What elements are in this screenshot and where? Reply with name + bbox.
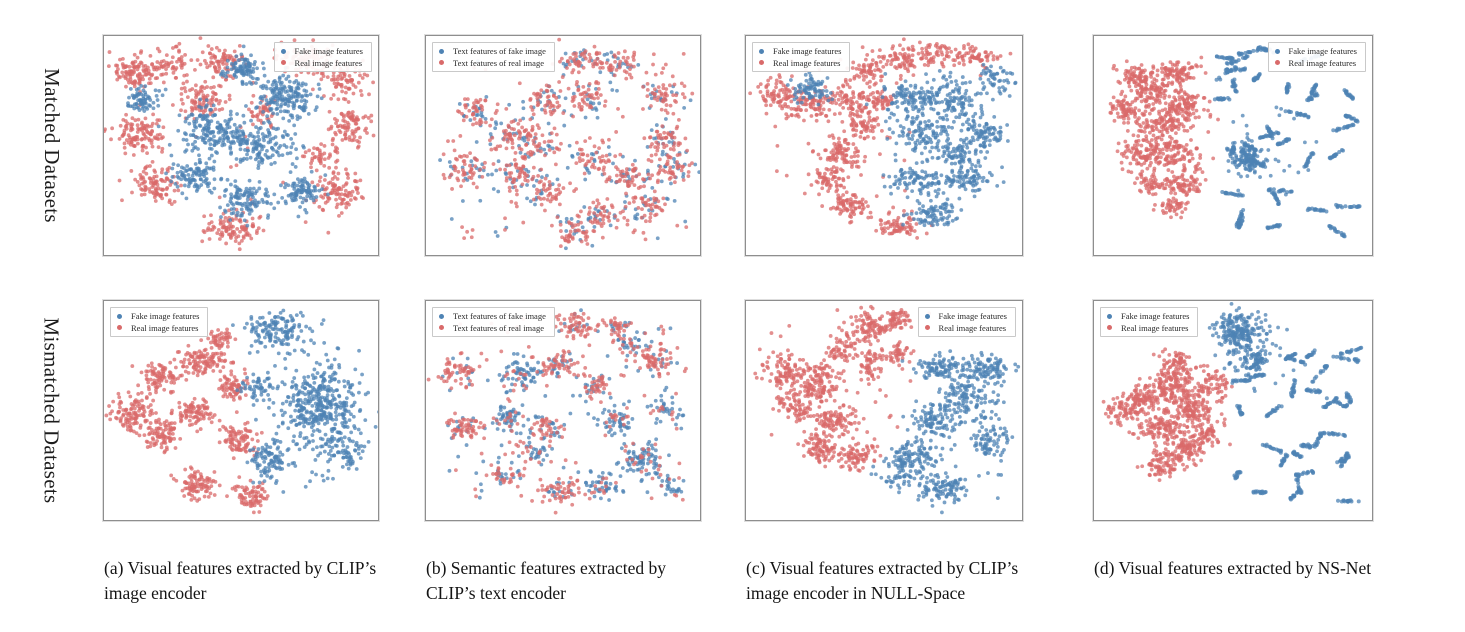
legend-entry-fake: Fake image features [1274,46,1357,56]
legend-label: Text features of fake image [453,46,546,56]
real-marker-icon [1107,325,1112,331]
caption-a: (a) Visual features extracted by CLIP’s … [104,558,377,603]
plot-legend: Fake image features Real image features [110,307,209,337]
fake-marker-icon [280,48,286,54]
real-marker-icon [280,60,286,66]
caption-c: (c) Visual features extracted by CLIP’s … [746,558,1019,603]
real-marker-icon [439,325,444,331]
legend-entry-real: Real image features [117,322,199,333]
legend-label: Text features of real image [453,57,544,68]
fake-marker-icon [759,48,764,54]
legend-entry-real: Real image features [1274,57,1357,68]
legend-entry-real: Real image features [280,57,363,68]
legend-label: Fake image features [1288,46,1357,56]
fake-marker-icon [117,313,122,319]
scatter-panel-mismatched-c: Fake image features Real image features [745,300,1023,521]
row-label-mismatched-datasets: Mismatched Datasets [28,300,74,521]
row-label-text: Mismatched Datasets [39,317,64,504]
scatter-panel-mismatched-b: Text features of fake image Text feature… [425,300,701,521]
fake-marker-icon [1274,48,1280,54]
fake-marker-icon [924,313,930,319]
legend-entry-fake: Fake image features [924,311,1007,321]
scatter-panel-matched-b: Text features of fake image Text feature… [425,35,701,256]
scatter-panel-mismatched-a: Fake image features Real image features [103,300,379,521]
scatter-canvas [104,36,378,255]
scatter-panel-matched-c: Fake image features Real image features [745,35,1023,256]
fake-marker-icon [1107,313,1112,319]
scatter-panel-matched-d: Fake image features Real image features [1093,35,1373,256]
legend-label: Text features of fake image [453,311,546,321]
legend-entry-fake: Text features of fake image [439,47,546,56]
real-marker-icon [924,325,930,331]
real-marker-icon [759,60,764,66]
scatter-canvas [746,36,1022,255]
fake-marker-icon [439,48,444,54]
legend-entry-real: Real image features [1107,322,1189,333]
plot-legend: Text features of fake image Text feature… [432,42,555,72]
legend-label: Real image features [773,57,841,68]
legend-label: Fake image features [1121,311,1190,321]
scatter-panel-matched-a: Fake image features Real image features [103,35,379,256]
legend-entry-fake: Fake image features [1107,312,1189,321]
plot-legend: Text features of fake image Text feature… [432,307,555,337]
plot-legend: Fake image features Real image features [273,42,372,72]
legend-label: Text features of real image [453,322,544,333]
legend-label: Real image features [294,57,363,68]
legend-label: Real image features [131,322,199,333]
real-marker-icon [117,325,122,331]
legend-entry-real: Real image features [924,322,1007,333]
legend-entry-real: Text features of real image [439,57,546,68]
caption-d: (d) Visual features extracted by NS-Net [1094,558,1372,578]
row-label-matched-datasets: Matched Datasets [28,35,74,256]
scatter-canvas [1094,36,1372,255]
scatter-canvas [426,36,700,255]
legend-entry-fake: Fake image features [759,47,841,56]
real-marker-icon [1274,60,1280,66]
scatter-panel-mismatched-d: Fake image features Real image features [1093,300,1373,521]
legend-entry-fake: Fake image features [117,312,199,321]
plot-legend: Fake image features Real image features [1100,307,1199,337]
legend-label: Real image features [1121,322,1189,333]
real-marker-icon [439,60,444,66]
scatter-canvas [746,301,1022,520]
legend-label: Fake image features [131,311,200,321]
legend-label: Real image features [1288,57,1357,68]
legend-label: Real image features [938,322,1007,333]
plot-legend: Fake image features Real image features [1267,42,1366,72]
row-label-text: Matched Datasets [39,68,64,223]
legend-label: Fake image features [773,46,842,56]
legend-entry-fake: Fake image features [280,46,363,56]
plot-legend: Fake image features Real image features [752,42,851,72]
legend-entry-real: Text features of real image [439,322,546,333]
legend-entry-fake: Text features of fake image [439,312,546,321]
fake-marker-icon [439,313,444,319]
legend-entry-real: Real image features [759,57,841,68]
caption-b: (b) Semantic features extracted by CLIP’… [426,558,667,603]
scatter-canvas [426,301,700,520]
legend-label: Fake image features [938,311,1007,321]
scatter-canvas [1094,301,1372,520]
scatter-canvas [104,301,378,520]
legend-label: Fake image features [294,46,363,56]
plot-legend: Fake image features Real image features [917,307,1016,337]
